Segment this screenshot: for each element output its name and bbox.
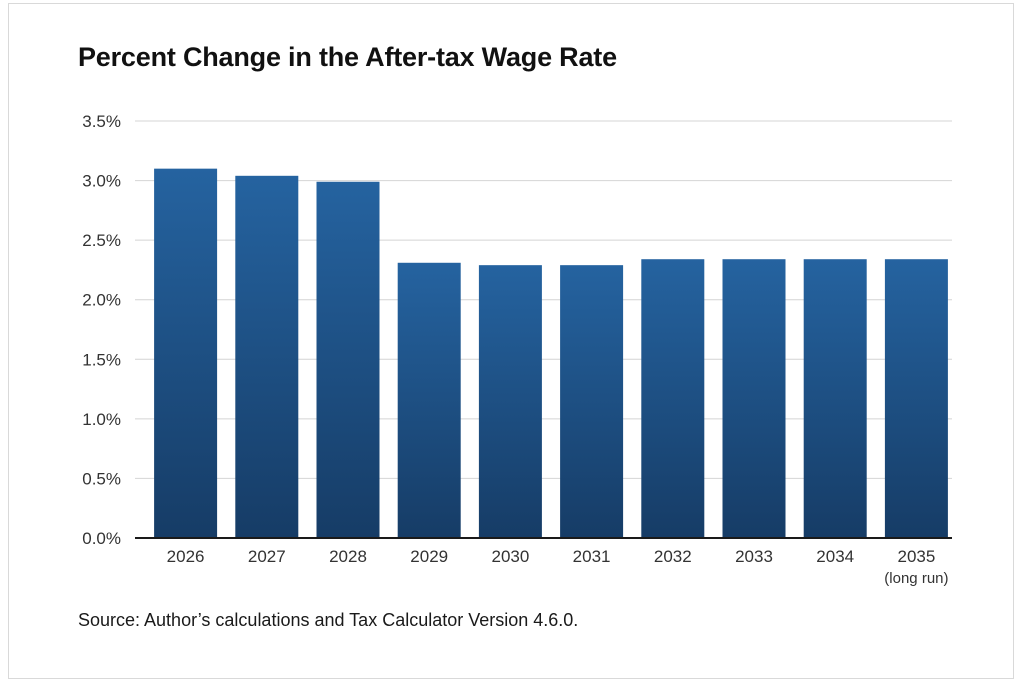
x-tick-label: 2028 [329,547,367,566]
bar-2035 [884,259,948,538]
bar-2032 [641,259,705,538]
x-tick-label: 2032 [654,547,692,566]
x-tick-label: 2034 [816,547,854,566]
y-tick-label: 0.0% [82,529,121,548]
x-tick-label: 2031 [573,547,611,566]
bars [154,168,948,538]
bar-2031 [560,265,624,538]
x-tick-label: 2029 [410,547,448,566]
x-tick-label: 2027 [248,547,286,566]
bar-2028 [316,181,380,538]
bar-2027 [235,175,299,538]
y-tick-label: 0.5% [82,469,121,488]
x-axis-tick-labels: 2026 2027 2028 2029 2030 2031 2032 2033 2034 2035… [167,547,949,587]
x-tick-label: 2030 [491,547,529,566]
y-axis-tick-labels: 0.0% 0.5% 1.0% 1.5% 2.0% 2.5% 3.0% 3.5% [82,112,121,548]
chart-title: Percent Change in the After-tax Wage Rat… [78,42,617,72]
y-tick-label: 1.5% [82,350,121,369]
bar-2034 [803,259,867,538]
bar-2026 [154,168,218,538]
y-tick-label: 3.0% [82,172,121,191]
x-tick-label: 2033 [735,547,773,566]
bar-2033 [722,259,786,538]
source-note: Source: Author’s calculations and Tax Ca… [78,610,579,630]
y-tick-label: 3.5% [82,112,121,131]
x-tick-sublabel: (long run) [884,570,948,587]
x-tick-label: 2026 [167,547,205,566]
y-tick-label: 2.0% [82,291,121,310]
bar-2029 [397,262,461,538]
x-tick-label: 2035 [897,547,935,566]
y-tick-label: 2.5% [82,231,121,250]
y-tick-label: 1.0% [82,410,121,429]
bar-2030 [478,265,542,538]
